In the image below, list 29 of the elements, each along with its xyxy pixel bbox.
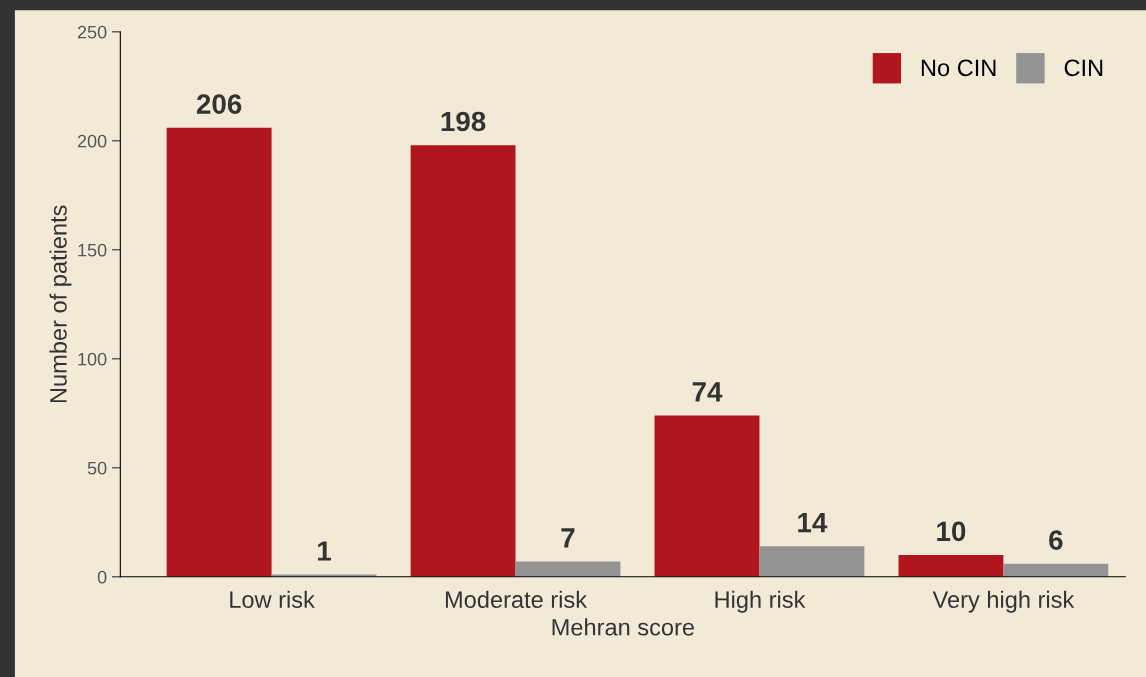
x-tick-label: Very high risk	[932, 590, 1075, 613]
y-axis-title: Number of patients	[49, 205, 72, 403]
x-tick-label: Moderate risk	[445, 590, 588, 609]
y-tick-label: 200	[77, 134, 107, 148]
y-tick-label: 100	[78, 352, 107, 366]
y-tick-label: 0	[97, 570, 107, 584]
data-label: 6	[1049, 530, 1063, 550]
bar	[759, 546, 865, 577]
bar	[410, 145, 516, 577]
bar	[898, 555, 1004, 577]
data-label: 14	[798, 513, 828, 533]
data-label: 198	[441, 111, 486, 132]
x-tick-label: High risk	[715, 590, 806, 613]
x-tick-label: Low risk	[230, 590, 315, 609]
data-label: 10	[937, 521, 966, 542]
x-axis-title: Mehran score	[552, 618, 694, 636]
bar	[166, 127, 272, 577]
data-label: 7	[561, 528, 575, 548]
y-tick-label: 150	[78, 243, 107, 257]
bar	[654, 415, 760, 577]
bar	[515, 561, 621, 577]
y-tick-label: 250	[77, 25, 107, 39]
data-label: 206	[196, 94, 242, 114]
data-label: 74	[692, 382, 723, 402]
bar	[1003, 563, 1109, 577]
y-tick-label: 50	[87, 461, 107, 475]
legend-label: CIN	[1064, 59, 1103, 77]
data-label: 1	[318, 541, 331, 561]
legend-label: No CIN	[921, 59, 996, 77]
